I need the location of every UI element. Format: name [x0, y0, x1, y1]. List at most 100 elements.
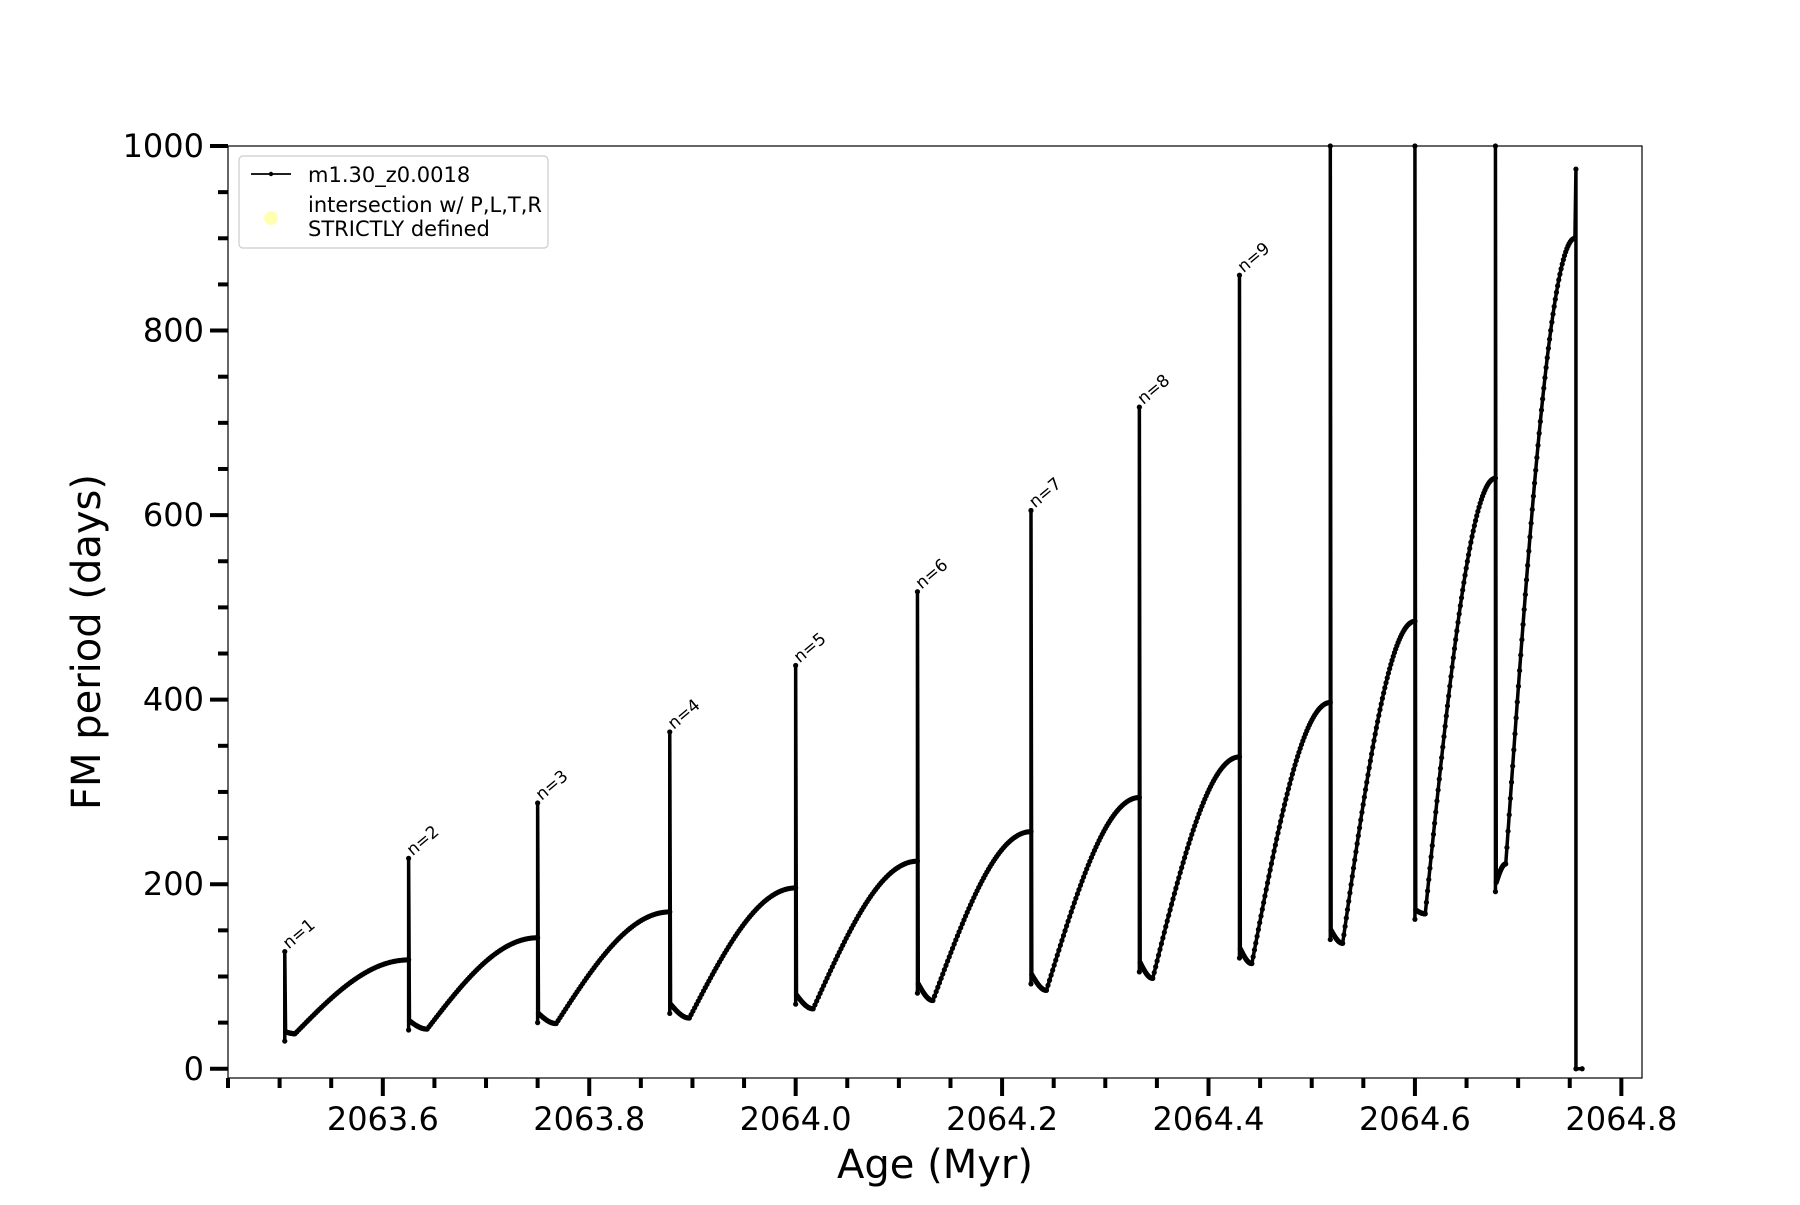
series-point	[1526, 548, 1532, 554]
series-point	[1045, 982, 1051, 988]
series-point	[1071, 900, 1077, 906]
series-point	[1028, 507, 1034, 514]
series-point	[1081, 874, 1087, 880]
series-point	[1378, 701, 1384, 707]
series-point	[1367, 758, 1373, 764]
series-point	[1492, 475, 1499, 481]
pulse-label: n=3	[532, 766, 572, 804]
series-point	[1426, 876, 1432, 883]
series-point	[1350, 865, 1357, 871]
series-point	[1054, 952, 1060, 958]
pulse-label: n=7	[1025, 474, 1065, 512]
series-point	[1469, 533, 1475, 540]
series-point	[1258, 913, 1264, 919]
series-point	[282, 948, 288, 955]
series-point	[1181, 855, 1188, 861]
series-point	[1439, 755, 1445, 761]
series-point	[1475, 508, 1481, 514]
series-point	[1327, 936, 1333, 943]
series-point	[1059, 937, 1065, 944]
series-point	[1520, 621, 1526, 628]
series-point	[1174, 880, 1180, 886]
series-point	[1360, 802, 1366, 808]
series-point	[1077, 882, 1084, 888]
series-point	[1255, 926, 1261, 933]
pulse-label: n=2	[403, 822, 443, 860]
series-point	[1249, 960, 1255, 967]
x-tick-label: 2064.4	[1153, 1100, 1265, 1138]
series-point	[1189, 831, 1195, 838]
series-point	[1522, 591, 1528, 598]
pulse-label: n=1	[279, 915, 319, 953]
series-point	[1355, 833, 1361, 839]
series-point	[1179, 865, 1185, 871]
series-point	[1194, 815, 1201, 821]
series-point	[1540, 396, 1546, 402]
series-point	[1067, 913, 1073, 920]
series-point	[1279, 813, 1285, 819]
series-point	[1546, 336, 1553, 342]
series-point	[1186, 840, 1192, 847]
series-point	[1062, 928, 1068, 934]
series-point	[1464, 558, 1470, 564]
series-point	[1180, 860, 1186, 866]
series-point	[943, 962, 949, 968]
series-point	[1549, 319, 1555, 325]
series-point	[1236, 955, 1243, 961]
axes-layer: 2063.6 2063.8 2064.0 2064.2 2064.4 2064.6 2064…	[123, 127, 1678, 1138]
series-point	[1519, 637, 1525, 643]
series-point	[1470, 528, 1476, 534]
series-point	[535, 800, 541, 806]
series-point	[1070, 904, 1076, 910]
series-point	[1467, 545, 1473, 552]
series-point	[1521, 606, 1527, 613]
series-point	[1292, 762, 1298, 768]
series-point	[1525, 562, 1531, 568]
series-point	[1573, 166, 1579, 172]
series-point	[1168, 901, 1175, 908]
series-point	[1283, 796, 1289, 802]
series-point	[282, 1038, 288, 1044]
series-point	[1511, 747, 1517, 753]
series-point	[1572, 235, 1578, 241]
series-point	[1370, 744, 1376, 750]
series-point	[1154, 958, 1160, 964]
series-point	[1068, 909, 1074, 915]
series-point	[1373, 725, 1379, 731]
pulse-label: n=5	[790, 629, 830, 667]
series-point	[1266, 873, 1272, 880]
series-point	[1293, 758, 1299, 764]
series-point	[1542, 375, 1548, 381]
series-point	[1327, 699, 1333, 706]
series-point	[1285, 786, 1292, 792]
series-point	[1170, 896, 1176, 902]
series-point	[1184, 845, 1191, 851]
series-point	[1046, 977, 1053, 983]
series-point	[406, 957, 412, 963]
series-point	[1364, 779, 1370, 785]
x-tick-label: 2064.2	[946, 1100, 1058, 1138]
series-point	[1171, 890, 1178, 897]
series-point	[1512, 731, 1518, 737]
series-point	[1287, 781, 1293, 787]
series-point	[1436, 776, 1442, 782]
series-point	[1377, 707, 1383, 713]
series-point	[1388, 661, 1394, 667]
series-point	[1383, 680, 1389, 686]
series-point	[1372, 731, 1378, 737]
series-point	[1343, 915, 1349, 921]
series-point	[1253, 940, 1259, 946]
series-point	[1535, 442, 1541, 448]
series-point	[1460, 587, 1466, 593]
series-point	[1543, 364, 1549, 371]
series-point	[1296, 749, 1302, 755]
series-point	[1262, 893, 1268, 899]
series-point	[936, 980, 943, 986]
series-point	[1440, 744, 1446, 750]
series-point	[1356, 825, 1363, 831]
series-point	[535, 1020, 541, 1026]
series-point	[1541, 385, 1547, 391]
series-point	[535, 935, 541, 941]
series-point	[945, 958, 951, 964]
